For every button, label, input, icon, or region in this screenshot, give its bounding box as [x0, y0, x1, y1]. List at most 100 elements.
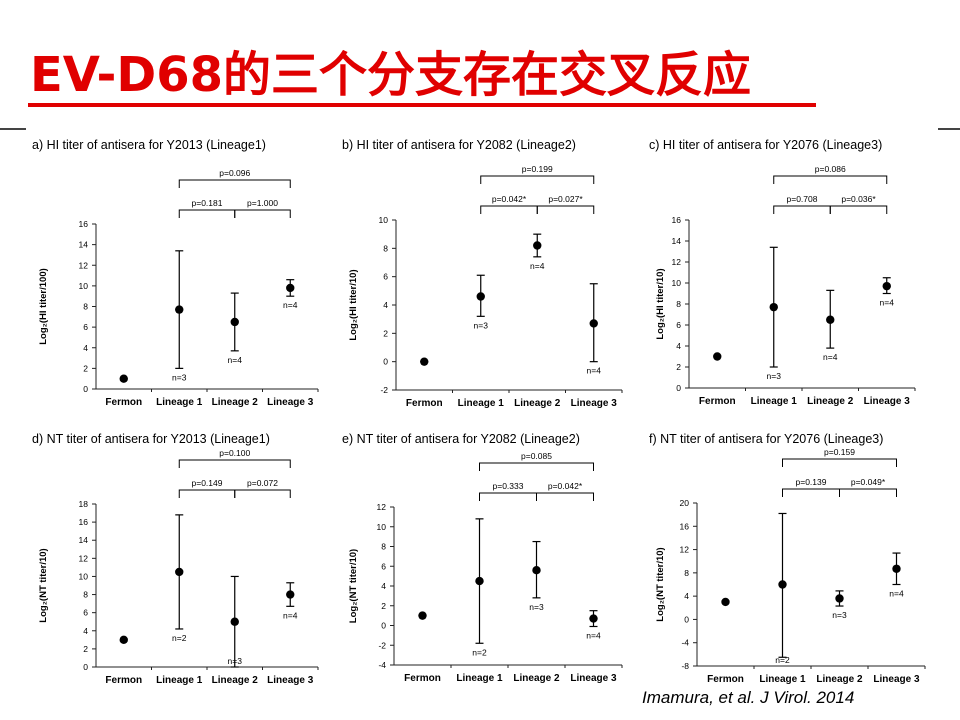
x-tick-label: Lineage 3	[873, 674, 920, 685]
y-tick-label: 8	[381, 542, 386, 552]
p-value-label: p=0.042*	[492, 194, 527, 204]
data-point	[589, 614, 598, 623]
y-tick-label: 12	[672, 257, 682, 267]
data-point	[826, 315, 835, 324]
data-point	[230, 617, 239, 626]
y-tick-label: 2	[381, 601, 386, 611]
chart-panel-c: c) HI titer of antisera for Y2076 (Linea…	[645, 134, 950, 419]
left-divider-line	[0, 128, 26, 130]
significance-bracket	[178, 179, 291, 188]
p-value-label: p=0.149	[192, 478, 223, 488]
y-tick-label: 10	[377, 522, 387, 532]
y-tick-label: 6	[83, 608, 88, 618]
y-axis-label: Log₂(HI titer/10)	[348, 269, 359, 340]
data-point	[175, 567, 184, 577]
y-tick-label: 6	[83, 322, 88, 332]
n-label: n=2	[775, 655, 790, 665]
y-tick-label: 0	[383, 357, 388, 367]
n-label: n=4	[889, 589, 904, 599]
y-tick-label: 8	[676, 299, 681, 309]
significance-bracket	[536, 492, 594, 501]
y-tick-label: 10	[79, 571, 89, 581]
p-value-label: p=0.086	[815, 164, 846, 174]
x-tick-label: Lineage 2	[212, 397, 259, 408]
p-value-label: p=0.199	[522, 164, 553, 174]
slide-title: EV-D68的三个分支存在交叉反应	[30, 47, 752, 103]
n-label: n=2	[472, 647, 487, 657]
n-label: n=4	[283, 300, 298, 310]
y-tick-label: -4	[378, 660, 386, 670]
y-axis-label: Log₂(NT titer/10)	[38, 548, 49, 622]
p-value-label: p=0.049*	[851, 477, 886, 487]
significance-bracket	[178, 209, 236, 218]
significance-bracket	[480, 205, 538, 214]
y-tick-label: 0	[83, 384, 88, 394]
x-tick-label: Lineage 1	[458, 398, 505, 409]
chart-title: b) HI titer of antisera for Y2082 (Linea…	[342, 138, 576, 152]
y-tick-label: 14	[672, 236, 682, 246]
y-tick-label: 4	[684, 591, 689, 601]
p-value-label: p=1.000	[247, 198, 278, 208]
n-label: n=3	[228, 656, 243, 666]
y-tick-label: 14	[79, 535, 89, 545]
chart-a-svg: a) HI titer of antisera for Y2013 (Linea…	[32, 138, 319, 408]
data-point	[769, 302, 778, 312]
y-tick-label: 0	[676, 383, 681, 393]
data-point	[892, 564, 901, 573]
y-tick-label: 10	[379, 215, 389, 225]
data-point	[475, 576, 484, 586]
y-axis-label: Log₂(NT titer/10)	[655, 547, 666, 621]
data-point	[476, 292, 485, 301]
p-value-label: p=0.708	[787, 194, 818, 204]
data-point	[589, 319, 598, 328]
x-tick-label: Fermon	[404, 673, 441, 684]
x-tick-label: Lineage 3	[571, 398, 618, 409]
x-tick-label: Lineage 1	[156, 397, 203, 408]
y-tick-label: 2	[383, 328, 388, 338]
p-value-label: p=0.042*	[548, 481, 583, 491]
y-tick-label: 2	[83, 644, 88, 654]
n-label: n=4	[586, 630, 601, 640]
y-tick-label: 16	[672, 215, 682, 225]
x-tick-label: Lineage 2	[212, 675, 259, 686]
y-tick-label: 12	[79, 260, 89, 270]
y-tick-label: -2	[380, 385, 388, 395]
data-point	[721, 597, 730, 607]
y-tick-label: 4	[83, 626, 88, 636]
data-point	[175, 305, 184, 314]
x-tick-label: Lineage 3	[267, 397, 314, 408]
p-value-label: p=0.139	[796, 477, 827, 487]
y-tick-label: 12	[79, 553, 89, 563]
significance-bracket	[480, 175, 595, 184]
chart-e-svg: e) NT titer of antisera for Y2082 (Linea…	[342, 432, 623, 684]
chart-panel-f: f) NT titer of antisera for Y2076 (Linea…	[645, 428, 950, 693]
chart-panel-d: d) NT titer of antisera for Y2013 (Linea…	[28, 428, 328, 693]
significance-bracket	[829, 205, 888, 214]
right-divider-line	[938, 128, 960, 130]
chart-title: a) HI titer of antisera for Y2013 (Linea…	[32, 138, 266, 152]
y-tick-label: 0	[684, 614, 689, 624]
y-tick-label: 10	[79, 281, 89, 291]
data-point	[835, 594, 844, 603]
chart-panel-b: b) HI titer of antisera for Y2082 (Linea…	[338, 134, 638, 419]
p-value-label: p=0.096	[219, 168, 250, 178]
y-tick-label: 0	[83, 662, 88, 672]
p-value-label: p=0.333	[493, 481, 524, 491]
x-tick-label: Fermon	[105, 397, 142, 408]
y-tick-label: 6	[383, 272, 388, 282]
data-point	[533, 241, 542, 250]
data-point	[420, 357, 429, 366]
data-point	[882, 281, 891, 291]
title-underline	[28, 103, 816, 107]
x-tick-label: Fermon	[105, 675, 142, 686]
n-label: n=3	[172, 372, 187, 382]
significance-bracket	[782, 458, 897, 467]
data-point	[778, 580, 787, 589]
y-tick-label: 18	[79, 499, 89, 509]
chart-f-svg: f) NT titer of antisera for Y2076 (Linea…	[649, 432, 926, 685]
n-label: n=4	[530, 261, 545, 271]
y-axis-label: Log₂(NT titer/10)	[348, 549, 359, 623]
y-tick-label: 0	[381, 621, 386, 631]
x-tick-label: Fermon	[406, 398, 443, 409]
x-tick-label: Lineage 1	[759, 674, 806, 685]
